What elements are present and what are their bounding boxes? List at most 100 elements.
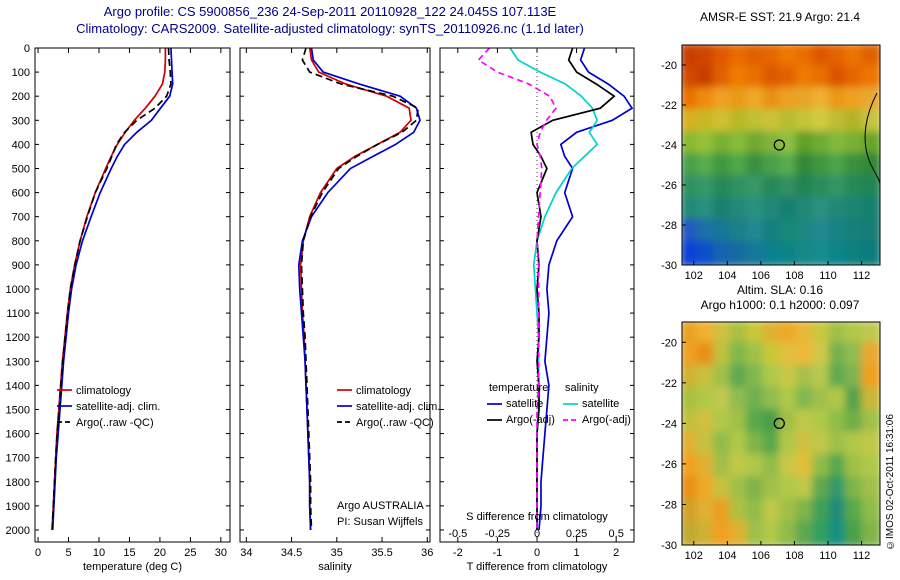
sst_map-panel: 102 104 106 108 110 112 -20 -22 -24 -26 -28 -30 bbox=[661, 44, 881, 282]
temperature-satellite-line bbox=[538, 47, 634, 531]
x-tick-label: 35 bbox=[331, 547, 343, 559]
depth-tick-label: 1900 bbox=[6, 501, 30, 513]
x-tick-label: 5 bbox=[65, 547, 71, 559]
x-tick-label: 30 bbox=[215, 547, 227, 559]
depth-tick-label: 500 bbox=[12, 163, 30, 175]
legend-label: Argo(..raw -QC) bbox=[76, 417, 154, 429]
legend-header: temperature bbox=[489, 382, 548, 394]
figure-title-line2: Climatology: CARS2009. Satellite-adjuste… bbox=[76, 21, 584, 36]
depth-tick-label: 1500 bbox=[6, 404, 30, 416]
argo-float-position-marker bbox=[773, 139, 785, 151]
lon-tick-label: 102 bbox=[685, 550, 703, 562]
lat-tick-label: -30 bbox=[661, 260, 677, 272]
lat-tick-label: -22 bbox=[661, 378, 677, 390]
lat-tick-label: -26 bbox=[661, 459, 677, 471]
x-axis-label: temperature (deg C) bbox=[83, 561, 182, 573]
axes-box bbox=[34, 47, 231, 543]
argo-raw-qc--line bbox=[51, 47, 172, 531]
x-tick-label: 1 bbox=[574, 547, 580, 559]
s-diff-tick-label: 0.25 bbox=[566, 528, 587, 540]
depth-tick-label: 1400 bbox=[6, 380, 30, 392]
x-tick-label: 15 bbox=[123, 547, 135, 559]
lon-tick-label: 112 bbox=[853, 550, 871, 562]
legend-label: Argo(-adj) bbox=[506, 414, 555, 426]
legend-label: satellite-adj. clim. bbox=[356, 401, 440, 413]
legend-label: Argo(..raw -QC) bbox=[356, 417, 434, 429]
x-tick-label: 10 bbox=[93, 547, 105, 559]
x-tick-label: 2 bbox=[613, 547, 619, 559]
imos-watermark: ©IMOS 02-Oct-2011 16:31:06 bbox=[885, 414, 896, 550]
axes-box bbox=[239, 47, 431, 543]
temperature-argo-adj--line bbox=[530, 47, 616, 530]
depth-tick-label: 900 bbox=[12, 260, 30, 272]
depth-tick-label: 1100 bbox=[6, 308, 30, 320]
sla-map-title: Altim. SLA: 0.16 bbox=[736, 283, 824, 297]
x-tick-label: -1 bbox=[493, 547, 503, 559]
lon-tick-label: 110 bbox=[819, 550, 837, 562]
depth-tick-label: 100 bbox=[12, 67, 30, 79]
lat-tick-label: -28 bbox=[661, 499, 677, 511]
lat-tick-label: -30 bbox=[661, 540, 677, 552]
s-diff-tick-label: 0 bbox=[534, 528, 540, 540]
depth-tick-label: 400 bbox=[12, 139, 30, 151]
lon-tick-label: 102 bbox=[685, 270, 703, 282]
satellite-adj-clim--line bbox=[51, 47, 174, 531]
lat-tick-label: -26 bbox=[661, 180, 677, 192]
lon-tick-label: 112 bbox=[853, 270, 871, 282]
x-tick-label: 0 bbox=[534, 547, 540, 559]
lat-tick-label: -20 bbox=[661, 337, 677, 349]
axes-box bbox=[681, 321, 881, 546]
legend-header: salinity bbox=[565, 382, 599, 394]
lon-tick-label: 110 bbox=[819, 270, 837, 282]
legend-label: satellite-adj. clim. bbox=[76, 401, 160, 413]
s-diff-tick-label: 0.5 bbox=[609, 528, 624, 540]
difference_profile-panel: -2 -1 0 1 2 T difference from climatology S di… bbox=[439, 47, 635, 573]
x-tick-label: 34.5 bbox=[281, 547, 302, 559]
lon-tick-label: 108 bbox=[785, 550, 803, 562]
depth-tick-label: 2000 bbox=[6, 525, 30, 537]
sst_map-heatmap bbox=[682, 45, 880, 265]
depth-tick-label: 1000 bbox=[6, 284, 30, 296]
argo-raw-qc--line bbox=[300, 47, 420, 531]
lat-tick-label: -28 bbox=[661, 220, 677, 232]
s-diff-tick-label: -0.25 bbox=[485, 528, 510, 540]
legend-label: climatology bbox=[356, 385, 412, 397]
depth-tick-label: 600 bbox=[12, 188, 30, 200]
depth-tick-label: 1800 bbox=[6, 477, 30, 489]
s-diff-tick-label: -0.5 bbox=[448, 528, 467, 540]
depth-tick-label: 700 bbox=[12, 212, 30, 224]
legend-label: climatology bbox=[76, 385, 132, 397]
x-tick-label: 20 bbox=[154, 547, 166, 559]
temperature_profile-panel: 0 5 10 15 20 25 300100200300400500600700800900… bbox=[6, 43, 231, 573]
sst-map-title: AMSR-E SST: 21.9 Argo: 21.4 bbox=[699, 10, 861, 24]
x-tick-label: 36 bbox=[421, 547, 433, 559]
annotation-text: PI: Susan Wijffels bbox=[337, 516, 423, 528]
salinity_profile-panel: 34 34.5 35 35.5 36 salinity climatology satelli… bbox=[239, 47, 440, 573]
depth-tick-label: 1600 bbox=[6, 429, 30, 441]
lon-tick-label: 104 bbox=[718, 550, 736, 562]
x-tick-label: 35.5 bbox=[371, 547, 392, 559]
lon-tick-label: 106 bbox=[752, 550, 770, 562]
lon-tick-label: 108 bbox=[785, 270, 803, 282]
depth-tick-label: 1700 bbox=[6, 453, 30, 465]
x-tick-label: 25 bbox=[184, 547, 196, 559]
lat-tick-label: -24 bbox=[661, 418, 677, 430]
x-tick-label: -2 bbox=[453, 547, 463, 559]
axes-box bbox=[439, 47, 635, 543]
x-axis-label: salinity bbox=[318, 561, 352, 573]
sla_map-panel: 102 104 106 108 110 112 -20 -22 -24 -26 -28 -30 bbox=[661, 321, 881, 562]
figure-title-line1: Argo profile: CS 5900856_236 24-Sep-2011… bbox=[103, 4, 557, 19]
depth-tick-label: 0 bbox=[24, 43, 30, 55]
legend-label: satellite bbox=[582, 398, 619, 410]
lon-tick-label: 104 bbox=[718, 270, 736, 282]
x-axis-label: T difference from climatology bbox=[467, 561, 608, 573]
coastline bbox=[864, 92, 881, 185]
lat-tick-label: -20 bbox=[661, 60, 677, 72]
x-tick-label: 34 bbox=[240, 547, 252, 559]
legend-label: Argo(-adj) bbox=[582, 414, 631, 426]
depth-tick-label: 800 bbox=[12, 236, 30, 248]
depth-tick-label: 300 bbox=[12, 115, 30, 127]
sla_map-heatmap bbox=[682, 322, 880, 545]
